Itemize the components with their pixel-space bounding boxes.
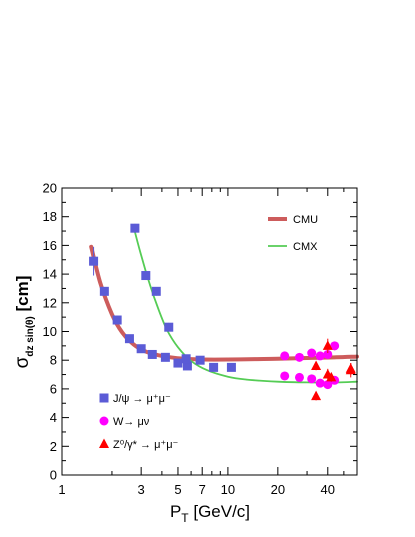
data-point-square: [141, 271, 151, 281]
data-point-circle: [294, 352, 304, 362]
y-tick-label: 4: [50, 410, 57, 425]
x-tick-label: 40: [321, 482, 335, 497]
y-tick-label: 8: [50, 353, 57, 368]
legend-marker-square: [99, 393, 109, 403]
legend-label-cmx: CMX: [293, 241, 318, 253]
curve-cmx: [132, 225, 358, 384]
data-points: [89, 223, 356, 401]
legend-label-circle: W→ μν: [113, 416, 150, 428]
data-point-square: [226, 362, 236, 372]
y-tick-label: 18: [43, 209, 57, 224]
data-point-triangle: [345, 363, 356, 373]
x-axis-title: PT [GeV/c]: [170, 502, 250, 525]
data-point-square: [99, 286, 109, 296]
data-point-triangle: [311, 360, 322, 370]
x-tick-label: 10: [221, 482, 235, 497]
legend-label-triangle: Z⁰/γ* → μ⁺μ⁻: [113, 439, 179, 451]
x-tick-label: 1: [58, 482, 65, 497]
data-point-circle: [323, 349, 333, 359]
data-point-square: [130, 223, 140, 233]
data-point-square: [124, 334, 134, 344]
legend-label-cmu: CMU: [293, 214, 318, 226]
x-tick-label: 3: [138, 482, 145, 497]
axes: 0 2 4 6 8 10 12 14 16 18 20 1 3 5 7 10 20 40 PT [GeV/c] σdz…: [12, 181, 358, 525]
y-tick-label: 16: [43, 238, 57, 253]
y-tick-label: 12: [43, 295, 57, 310]
y-tick-label: 2: [50, 439, 57, 454]
data-point-triangle: [322, 340, 333, 350]
data-point-triangle: [326, 371, 337, 382]
data-point-circle: [315, 378, 325, 388]
x-tick-label: 5: [174, 482, 181, 497]
legend-lines: CMU CMX: [268, 214, 318, 253]
data-point-triangle: [311, 390, 322, 401]
data-point-square: [89, 256, 99, 266]
data-point-circle: [280, 371, 290, 381]
data-point-circle: [330, 341, 340, 351]
legend-marker-circle: [99, 416, 109, 426]
y-tick-label: 10: [43, 324, 57, 339]
y-tick-label: 20: [43, 181, 57, 196]
data-point-square: [182, 361, 192, 371]
x-tick-label: 7: [199, 482, 206, 497]
data-point-square: [136, 344, 146, 354]
legend-markers: J/ψ → μ⁺μ⁻ W→ μν Z⁰/γ* → μ⁺μ⁻: [99, 393, 179, 451]
data-point-circle: [280, 351, 290, 361]
data-point-square: [164, 322, 174, 332]
y-axis-title: σdz sin(θ) [cm]: [12, 276, 36, 369]
data-point-square: [195, 355, 205, 365]
legend-marker-triangle: [99, 438, 109, 448]
data-point-square: [181, 354, 191, 364]
data-point-circle: [323, 380, 333, 390]
y-tick-label: 0: [50, 468, 57, 483]
plot-frame: [61, 187, 358, 476]
data-point-square: [173, 358, 183, 368]
data-point-circle: [294, 372, 304, 382]
data-point-square: [112, 315, 122, 325]
x-tick-label: 20: [271, 482, 285, 497]
data-point-circle: [307, 374, 317, 384]
y-tick-label: 14: [43, 267, 57, 282]
data-point-circle: [307, 348, 317, 358]
legend-label-square: J/ψ → μ⁺μ⁻: [113, 393, 171, 405]
data-point-square: [147, 349, 157, 359]
data-point-circle: [315, 351, 325, 361]
data-point-square: [160, 352, 170, 362]
data-point-square: [151, 286, 161, 296]
y-tick-label: 6: [50, 381, 57, 396]
data-point-square: [209, 362, 219, 372]
